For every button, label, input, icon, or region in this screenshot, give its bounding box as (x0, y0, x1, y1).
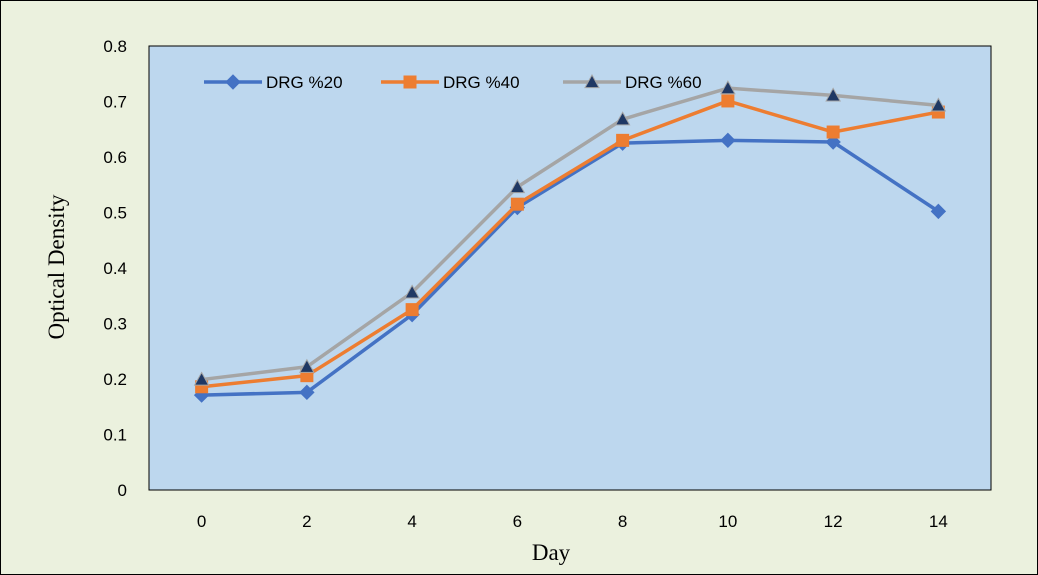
y-tick-label: 0.1 (103, 426, 127, 445)
x-tick-label: 6 (513, 512, 522, 531)
data-point (614, 111, 631, 126)
legend-item: DRG %20 (204, 73, 343, 92)
data-point (405, 303, 419, 317)
data-point (299, 384, 315, 401)
data-point (930, 97, 947, 112)
y-tick-label: 0.3 (103, 315, 127, 334)
x-tick-label: 12 (824, 512, 843, 531)
legend-item: DRG %40 (381, 73, 520, 92)
data-point (825, 87, 841, 102)
y-axis-tick-labels: 0 0.1 0.2 0.3 0.4 0.5 0.6 0.7 0.8 (103, 37, 127, 500)
legend-marker (225, 74, 241, 90)
data-point (720, 132, 736, 149)
legend-marker (584, 73, 600, 89)
series-line (201, 138, 940, 397)
x-tick-label: 2 (302, 512, 311, 531)
legend-label: DRG %60 (625, 73, 702, 92)
series-3 (193, 80, 947, 386)
data-point (509, 178, 526, 194)
legend-item: DRG %60 (563, 73, 702, 92)
data-point (930, 203, 947, 220)
y-tick-label: 0.2 (103, 370, 127, 389)
data-point (826, 125, 840, 139)
y-tick-label: 0.7 (103, 93, 127, 112)
data-point (193, 371, 210, 386)
x-tick-label: 14 (929, 512, 948, 531)
y-axis-title: Optical Density (44, 194, 69, 339)
series-line (201, 99, 939, 389)
x-tick-label: 10 (718, 512, 737, 531)
legend: DRG %20 DRG %40 DRG %60 (204, 73, 702, 92)
y-tick-label: 0.6 (103, 148, 127, 167)
x-tick-label: 4 (407, 512, 416, 531)
series-line (201, 86, 939, 382)
x-tick-label: 0 (197, 512, 206, 531)
legend-marker (403, 75, 417, 89)
data-point (721, 94, 735, 108)
x-tick-label: 8 (618, 512, 627, 531)
series-layer (193, 80, 947, 403)
y-tick-label: 0.5 (103, 204, 127, 223)
y-tick-label: 0 (118, 481, 127, 500)
data-point (616, 133, 630, 147)
legend-label: DRG %40 (443, 73, 520, 92)
plot-area (148, 45, 992, 491)
y-tick-label: 0.8 (103, 37, 127, 56)
data-point (510, 197, 524, 211)
data-point (404, 284, 420, 299)
data-point (299, 358, 315, 373)
data-point (720, 80, 736, 95)
y-tick-label: 0.4 (103, 259, 127, 278)
legend-label: DRG %20 (266, 73, 343, 92)
x-axis-tick-labels: 0 2 4 6 8 10 12 14 (197, 512, 948, 531)
x-axis-title: Day (532, 540, 571, 565)
